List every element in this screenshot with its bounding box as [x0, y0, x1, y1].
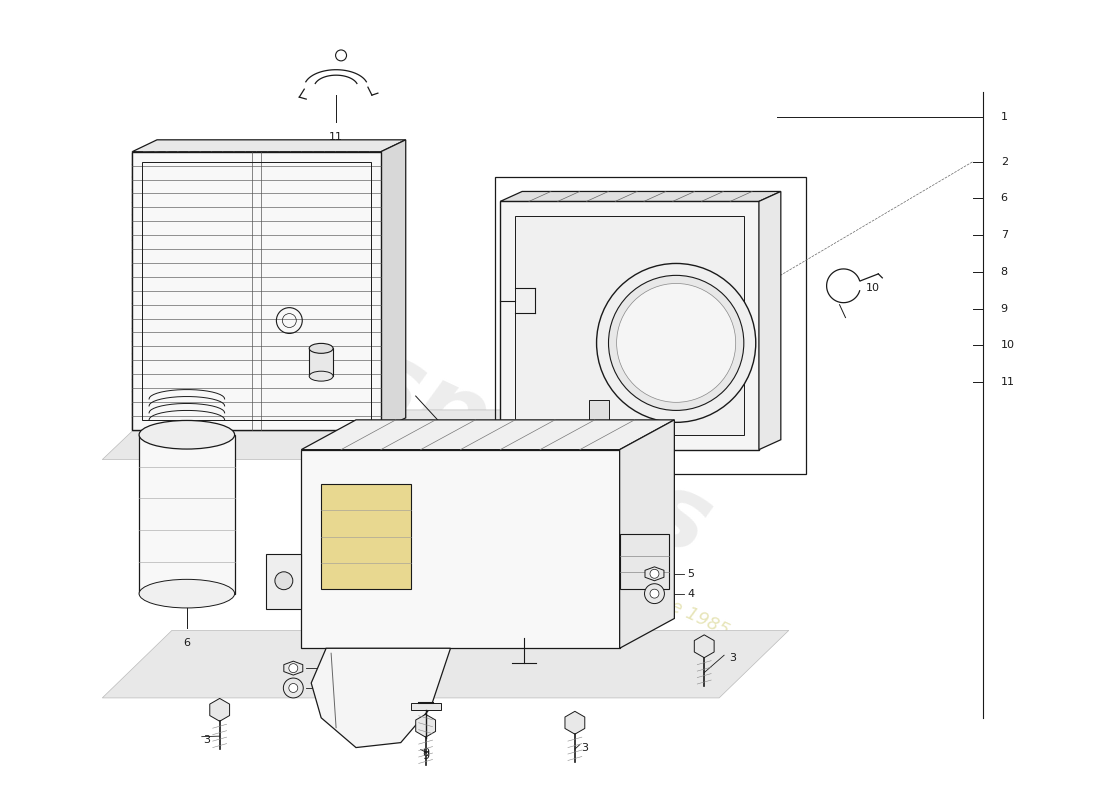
Polygon shape	[309, 348, 333, 376]
Text: 2: 2	[1001, 157, 1008, 166]
Polygon shape	[694, 635, 714, 658]
Ellipse shape	[309, 371, 333, 381]
Circle shape	[650, 589, 659, 598]
Polygon shape	[284, 661, 302, 675]
Circle shape	[289, 683, 298, 693]
Polygon shape	[210, 698, 230, 722]
Polygon shape	[381, 140, 406, 430]
Text: 6: 6	[1001, 194, 1008, 203]
Circle shape	[650, 570, 659, 578]
Polygon shape	[416, 714, 436, 737]
Polygon shape	[301, 420, 674, 450]
Text: 9: 9	[422, 750, 429, 761]
Text: 5: 5	[331, 663, 338, 673]
Circle shape	[275, 572, 293, 590]
Polygon shape	[102, 410, 632, 459]
Circle shape	[617, 283, 736, 402]
Circle shape	[284, 678, 304, 698]
Text: 8: 8	[1001, 267, 1008, 277]
Text: 6: 6	[184, 638, 190, 648]
Text: 3: 3	[729, 653, 736, 663]
Text: 3: 3	[261, 294, 268, 304]
Text: 7: 7	[349, 343, 356, 354]
Polygon shape	[266, 554, 301, 609]
Polygon shape	[321, 485, 410, 589]
Circle shape	[608, 275, 744, 410]
Polygon shape	[139, 434, 234, 594]
Ellipse shape	[139, 421, 234, 449]
Polygon shape	[410, 703, 441, 710]
Text: 4: 4	[688, 589, 694, 598]
Text: 10: 10	[1001, 340, 1014, 350]
Polygon shape	[132, 140, 406, 152]
Polygon shape	[759, 191, 781, 450]
Text: 11: 11	[1001, 377, 1014, 387]
Polygon shape	[565, 711, 585, 734]
Text: 3: 3	[581, 742, 589, 753]
Polygon shape	[500, 202, 759, 450]
Text: 8: 8	[318, 314, 324, 323]
Circle shape	[289, 664, 298, 673]
Text: 3: 3	[204, 734, 210, 745]
Polygon shape	[500, 191, 781, 202]
Text: 4: 4	[331, 683, 338, 693]
Text: 9: 9	[422, 747, 429, 758]
Polygon shape	[132, 152, 381, 430]
Polygon shape	[301, 450, 619, 648]
Polygon shape	[588, 400, 608, 434]
Polygon shape	[619, 420, 674, 648]
Text: 1: 1	[1001, 112, 1008, 122]
Polygon shape	[132, 152, 381, 430]
Text: 9: 9	[1001, 304, 1008, 314]
Polygon shape	[102, 630, 789, 698]
Polygon shape	[311, 648, 451, 747]
Text: 7: 7	[1001, 230, 1008, 240]
Ellipse shape	[139, 579, 234, 608]
Polygon shape	[645, 567, 664, 581]
Text: 10: 10	[866, 282, 879, 293]
Text: 11: 11	[329, 132, 343, 142]
Text: a passion for parts since 1985: a passion for parts since 1985	[477, 509, 732, 640]
Text: 5: 5	[688, 569, 694, 578]
Polygon shape	[515, 216, 744, 434]
Circle shape	[596, 263, 756, 422]
Text: eurospares: eurospares	[111, 222, 726, 578]
Text: 2: 2	[472, 445, 478, 454]
Ellipse shape	[309, 343, 333, 354]
Circle shape	[645, 584, 664, 603]
